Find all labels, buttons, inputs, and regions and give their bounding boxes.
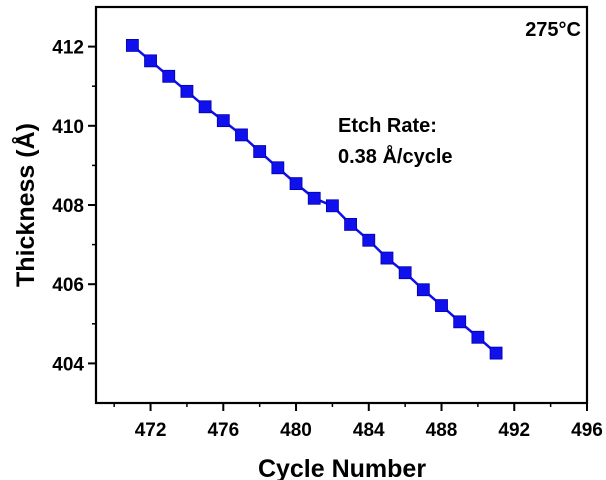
plot-frame <box>94 5 589 405</box>
y-axis-title: Thickness (Å) <box>11 123 40 287</box>
data-point <box>144 54 157 68</box>
y-tick-label: 410 <box>52 117 84 138</box>
plot-border <box>94 5 589 405</box>
x-axis-title: Cycle Number <box>258 455 426 480</box>
x-tick-label: 488 <box>426 420 458 441</box>
data-point <box>271 161 285 175</box>
y-tick-label: 406 <box>52 275 84 296</box>
data-point <box>416 283 430 297</box>
data-point <box>198 100 212 114</box>
x-tick-label: 492 <box>498 420 530 441</box>
data-point <box>489 346 503 360</box>
x-tick-label: 480 <box>280 420 312 441</box>
temperature-annotation: 275°C <box>525 19 581 41</box>
data-point <box>398 266 412 280</box>
data-point <box>125 39 139 52</box>
y-axis-ticks: 404 406 408 410 412 <box>52 38 96 375</box>
data-point <box>344 218 357 231</box>
x-tick-label: 472 <box>135 420 167 441</box>
y-tick-label: 408 <box>52 196 84 217</box>
data-point <box>326 199 339 213</box>
x-tick-label: 476 <box>207 420 239 441</box>
data-point <box>471 330 485 344</box>
series-layer <box>125 39 503 360</box>
data-point <box>380 251 394 265</box>
data-point <box>180 84 194 98</box>
x-axis-ticks: 472 476 480 484 488 492 496 <box>113 403 603 441</box>
x-tick-label: 496 <box>571 420 603 441</box>
x-tick-label: 484 <box>353 420 385 441</box>
data-point <box>307 191 321 205</box>
data-point <box>216 114 230 128</box>
data-point <box>289 177 303 191</box>
data-point <box>162 69 176 83</box>
data-point <box>453 315 467 329</box>
data-point <box>253 145 267 158</box>
data-point <box>362 233 376 247</box>
data-point <box>435 299 448 312</box>
y-tick-label: 412 <box>52 38 84 59</box>
etch-rate-label: Etch Rate: <box>338 115 437 137</box>
etch-rate-value: 0.38 Å/cycle <box>338 144 453 168</box>
data-point <box>235 128 248 142</box>
y-tick-label: 404 <box>52 354 84 375</box>
